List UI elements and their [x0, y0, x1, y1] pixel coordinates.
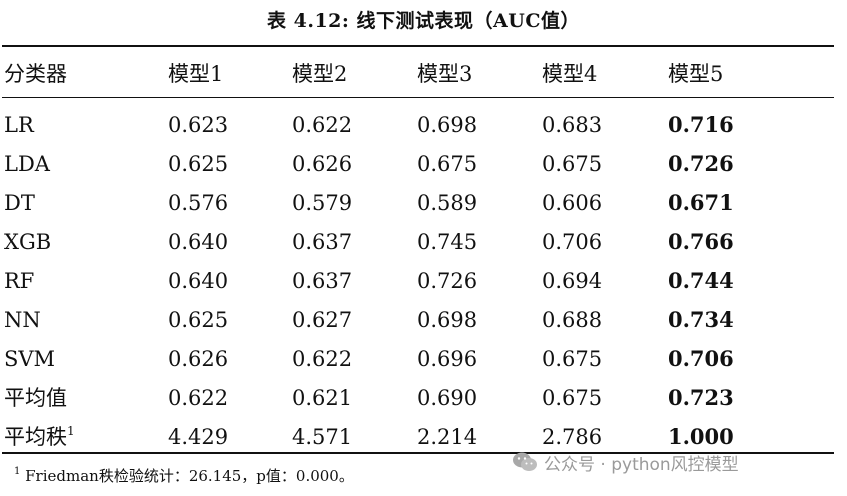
cell-model-5: 0.716 — [668, 112, 734, 137]
cell-model-2: 0.621 — [292, 386, 353, 410]
header-model-5: 模型5 — [668, 62, 724, 86]
row-label-text: DT — [4, 191, 35, 215]
row-label-text: 平均值 — [4, 386, 67, 410]
cell-model-3: 0.745 — [417, 230, 478, 254]
header-model-3: 模型3 — [417, 62, 473, 86]
cell-model-2: 0.626 — [292, 152, 353, 176]
row-label-text: NN — [4, 308, 41, 332]
cell-model-2: 0.627 — [292, 308, 353, 332]
row-label: DT — [4, 185, 35, 221]
cell-model-4: 0.675 — [542, 386, 603, 410]
cell-model-5: 0.671 — [668, 190, 734, 215]
cell-model-3: 0.698 — [417, 308, 478, 332]
cell-model-2: 0.637 — [292, 230, 353, 254]
row-label-text: 平均秩 — [4, 425, 67, 449]
watermark-text: 公众号 · python风控模型 — [544, 454, 739, 475]
header-model-1: 模型1 — [168, 62, 224, 86]
row-label: 平均值 — [4, 380, 67, 416]
cell-model-2: 4.571 — [292, 425, 353, 449]
footnote-marker: 1 — [14, 466, 21, 477]
table-row: SVM 0.626 0.622 0.696 0.675 0.706 — [0, 341, 847, 377]
cell-model-4: 0.683 — [542, 113, 603, 137]
cell-model-4: 0.688 — [542, 308, 603, 332]
cell-model-1: 0.626 — [168, 347, 229, 371]
row-label-text: XGB — [4, 230, 52, 254]
footnote: 1 Friedman秩检验统计：26.145，p值：0.000。 — [14, 465, 354, 486]
row-label: LR — [4, 107, 34, 143]
table-row: 平均秩1 4.429 4.571 2.214 2.786 1.000 — [0, 419, 847, 455]
cell-model-1: 0.623 — [168, 113, 229, 137]
cell-model-3: 0.675 — [417, 152, 478, 176]
row-label-text: LDA — [4, 152, 50, 176]
table-row: DT 0.576 0.579 0.589 0.606 0.671 — [0, 185, 847, 221]
footnote-ref: 1 — [67, 424, 75, 438]
row-label: XGB — [4, 224, 51, 260]
cell-model-4: 0.706 — [542, 230, 603, 254]
cell-model-4: 0.675 — [542, 152, 603, 176]
table-row: 平均值 0.622 0.621 0.690 0.675 0.723 — [0, 380, 847, 416]
top-rule — [2, 45, 834, 47]
cell-model-4: 0.606 — [542, 191, 603, 215]
cell-model-1: 0.640 — [168, 269, 229, 293]
cell-model-3: 0.696 — [417, 347, 478, 371]
table-row: RF 0.640 0.637 0.726 0.694 0.744 — [0, 263, 847, 299]
header-rule — [2, 97, 834, 98]
cell-model-3: 0.698 — [417, 113, 478, 137]
cell-model-4: 2.786 — [542, 425, 603, 449]
cell-model-1: 0.625 — [168, 308, 229, 332]
row-label: SVM — [4, 341, 55, 377]
row-label-text: LR — [4, 113, 34, 137]
cell-model-1: 0.625 — [168, 152, 229, 176]
cell-model-5: 0.744 — [668, 268, 734, 293]
table-row: LR 0.623 0.622 0.698 0.683 0.716 — [0, 107, 847, 143]
cell-model-3: 0.589 — [417, 191, 478, 215]
cell-model-5: 0.723 — [668, 385, 734, 410]
cell-model-5: 1.000 — [668, 424, 734, 449]
header-classifier: 分类器 — [4, 62, 67, 86]
cell-model-4: 0.675 — [542, 347, 603, 371]
cell-model-5: 0.726 — [668, 151, 734, 176]
cell-model-1: 4.429 — [168, 425, 229, 449]
cell-model-5: 0.706 — [668, 346, 734, 371]
table-caption: 表 4.12: 线下测试表现（AUC值） — [267, 10, 580, 32]
cell-model-3: 0.726 — [417, 269, 478, 293]
cell-model-1: 0.640 — [168, 230, 229, 254]
row-label: RF — [4, 263, 34, 299]
footnote-text: Friedman秩检验统计：26.145，p值：0.000。 — [20, 467, 354, 485]
table-header-row: 分类器 模型1 模型2 模型3 模型4 模型5 — [0, 56, 847, 92]
cell-model-2: 0.622 — [292, 347, 353, 371]
cell-model-2: 0.579 — [292, 191, 353, 215]
bottom-rule — [2, 452, 834, 454]
table-row: NN 0.625 0.627 0.698 0.688 0.734 — [0, 302, 847, 338]
header-model-4: 模型4 — [542, 62, 598, 86]
cell-model-4: 0.694 — [542, 269, 603, 293]
row-label-text: SVM — [4, 347, 56, 371]
row-label: LDA — [4, 146, 50, 182]
cell-model-5: 0.766 — [668, 229, 734, 254]
watermark: 公众号 · python风控模型 — [512, 449, 739, 475]
cell-model-3: 2.214 — [417, 425, 478, 449]
table-row: XGB 0.640 0.637 0.745 0.706 0.766 — [0, 224, 847, 260]
cell-model-2: 0.622 — [292, 113, 353, 137]
wechat-icon — [513, 452, 537, 471]
cell-model-5: 0.734 — [668, 307, 734, 332]
row-label: 平均秩1 — [4, 419, 75, 455]
row-label: NN — [4, 302, 41, 338]
cell-model-3: 0.690 — [417, 386, 478, 410]
header-model-2: 模型2 — [292, 62, 348, 86]
row-label-text: RF — [4, 269, 35, 293]
cell-model-1: 0.622 — [168, 386, 229, 410]
cell-model-2: 0.637 — [292, 269, 353, 293]
table-row: LDA 0.625 0.626 0.675 0.675 0.726 — [0, 146, 847, 182]
cell-model-1: 0.576 — [168, 191, 229, 215]
